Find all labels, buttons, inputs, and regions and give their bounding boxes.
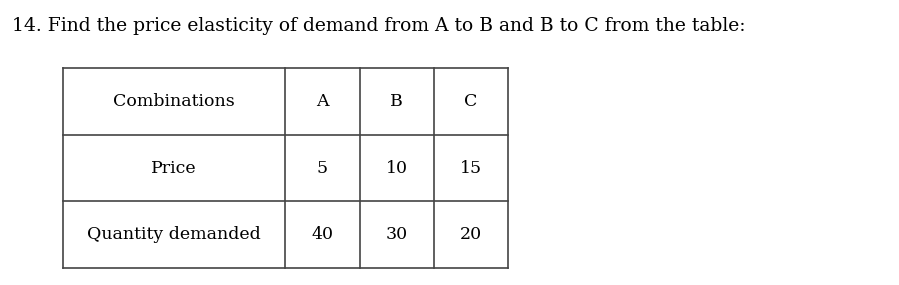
Text: Quantity demanded: Quantity demanded	[87, 226, 261, 243]
Text: 15: 15	[459, 160, 482, 177]
Text: Price: Price	[151, 160, 197, 177]
Text: Combinations: Combinations	[113, 93, 235, 110]
Text: 10: 10	[386, 160, 407, 177]
Text: 14. Find the price elasticity of demand from A to B and B to C from the table:: 14. Find the price elasticity of demand …	[12, 17, 745, 35]
Text: A: A	[316, 93, 329, 110]
Text: 5: 5	[317, 160, 328, 177]
Text: B: B	[390, 93, 403, 110]
Text: 20: 20	[459, 226, 482, 243]
Text: 40: 40	[312, 226, 334, 243]
Text: C: C	[464, 93, 477, 110]
Text: 30: 30	[386, 226, 408, 243]
